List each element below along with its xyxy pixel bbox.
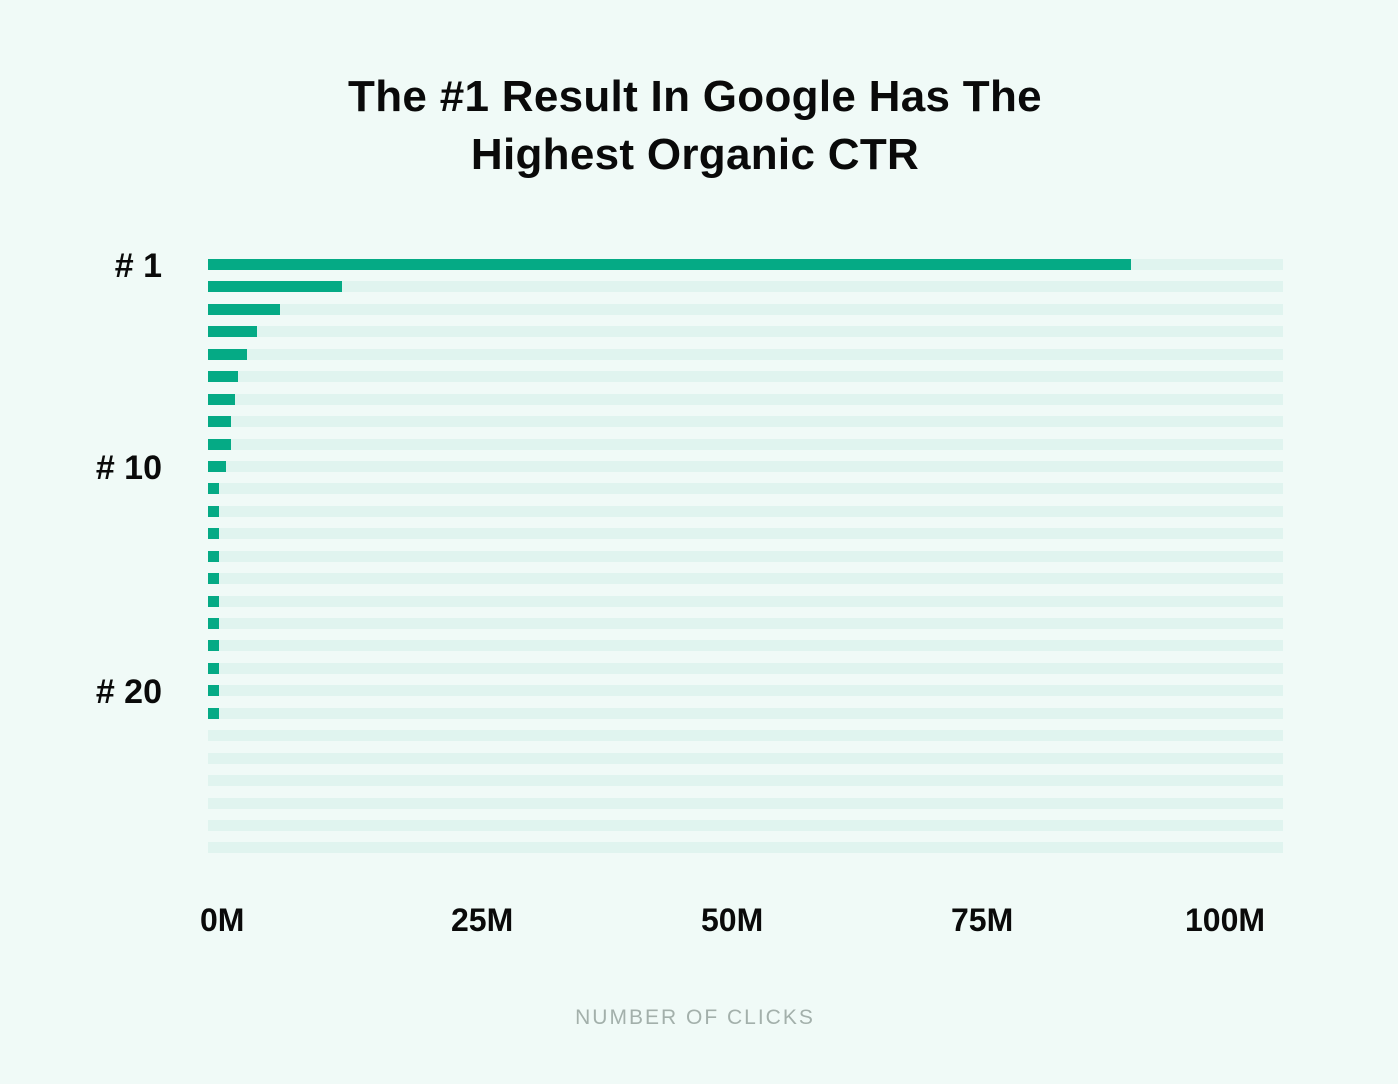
bar-row-2 <box>208 281 1283 293</box>
bar-row-9 <box>208 438 1283 450</box>
bar-row-24 <box>208 775 1283 787</box>
bar-row-12 <box>208 505 1283 517</box>
bar-row-17 <box>208 618 1283 629</box>
bar-row-19 <box>208 662 1283 674</box>
bar-8 <box>208 416 231 428</box>
bar-9 <box>208 438 231 450</box>
chart-title: The #1 Result In Google Has The Highest … <box>0 68 1390 184</box>
bar-row-3 <box>208 303 1283 315</box>
y-tick-label-1: # 1 <box>114 247 162 285</box>
bar-row-5 <box>208 348 1283 360</box>
bar-21 <box>208 707 219 719</box>
bar-20 <box>208 685 219 697</box>
x-axis-label: NUMBER OF CLICKS <box>575 1006 815 1029</box>
chart-title-line-2: Highest Organic CTR <box>470 130 920 179</box>
chart-title-line-1: The #1 Result In Google Has The <box>348 72 1042 121</box>
bar-row-4 <box>208 326 1283 338</box>
bar-row-22 <box>208 730 1283 742</box>
x-tick-100: 100M <box>1185 902 1266 938</box>
bar-row-25 <box>208 797 1283 809</box>
bar-row-26 <box>208 819 1283 831</box>
bar-11 <box>208 483 219 495</box>
bar-row-27 <box>208 842 1283 854</box>
bar-1 <box>208 259 1132 270</box>
bar-13 <box>208 528 219 540</box>
bar-15 <box>208 573 219 585</box>
bar-17 <box>208 618 219 629</box>
bar-16 <box>208 595 219 607</box>
bar-6 <box>208 371 239 383</box>
bar-row-8 <box>208 416 1283 428</box>
y-tick-label-20: # 20 <box>95 673 162 711</box>
x-tick-0: 0M <box>200 902 245 938</box>
bar-row-14 <box>208 550 1283 562</box>
x-tick-75: 75M <box>951 902 1014 938</box>
bar-row-6 <box>208 371 1283 383</box>
bar-row-7 <box>208 393 1283 405</box>
y-tick-label-10: # 10 <box>95 449 162 487</box>
bar-area <box>208 259 1283 865</box>
x-tick-50: 50M <box>701 902 764 938</box>
bar-5 <box>208 348 247 360</box>
bar-3 <box>208 303 281 315</box>
bar-12 <box>208 505 219 517</box>
bar-19 <box>208 662 219 674</box>
bar-row-11 <box>208 483 1283 495</box>
bar-row-1 <box>208 259 1283 270</box>
x-tick-25: 25M <box>451 902 514 938</box>
bar-7 <box>208 393 235 405</box>
bar-row-13 <box>208 528 1283 540</box>
bar-18 <box>208 640 219 652</box>
bar-10 <box>208 460 227 472</box>
bar-row-15 <box>208 573 1283 585</box>
x-axis: 0M 25M 50M 75M 100M <box>0 900 1398 940</box>
bar-row-18 <box>208 640 1283 652</box>
bar-row-21 <box>208 707 1283 719</box>
bar-2 <box>208 281 343 293</box>
bar-row-16 <box>208 595 1283 607</box>
bar-row-23 <box>208 752 1283 764</box>
bar-4 <box>208 326 258 338</box>
bar-row-20 <box>208 685 1283 697</box>
bar-row-10 <box>208 460 1283 472</box>
bar-14 <box>208 550 219 562</box>
